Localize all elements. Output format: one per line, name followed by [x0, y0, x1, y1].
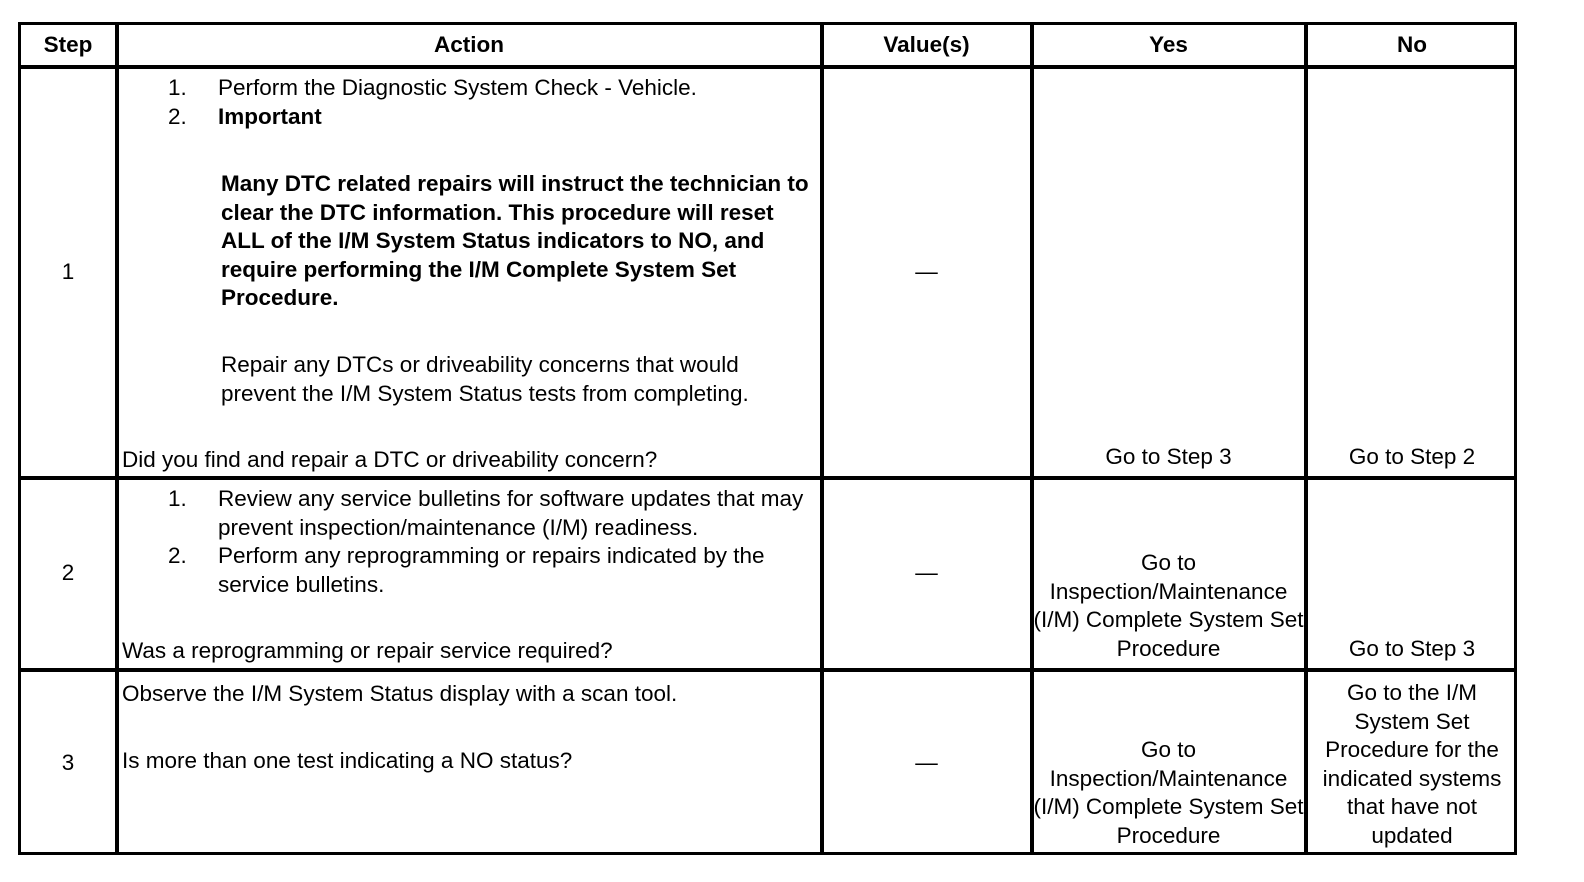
step-number: 1	[61, 258, 75, 284]
divider	[1304, 25, 1308, 852]
important-note: Many DTC related repairs will instruct t…	[221, 171, 809, 310]
divider	[21, 668, 1514, 672]
no-action: Go to Step 2	[1307, 68, 1517, 476]
list-text: Perform any reprogramming or repairs ind…	[218, 543, 765, 597]
diagnostic-table: Step Action Value(s) Yes No 1 1. Perform …	[18, 22, 1517, 855]
list-text: Perform the Diagnostic System Check - Ve…	[218, 75, 697, 100]
value: —	[915, 258, 938, 284]
question: Was a reprogramming or repair service re…	[122, 638, 613, 663]
value: —	[915, 560, 938, 586]
divider	[1030, 25, 1034, 852]
yes-action: Go to Inspection/Maintenance (I/M) Compl…	[1033, 671, 1304, 855]
no-text: Go to the I/M System Set Procedure for t…	[1322, 680, 1502, 848]
header-no: No	[1397, 31, 1427, 57]
no-action: Go to the I/M System Set Procedure for t…	[1307, 671, 1517, 855]
note: Repair any DTCs or driveability concerns…	[221, 352, 749, 406]
list-number: 2.	[168, 543, 187, 568]
list-number: 1.	[168, 486, 187, 511]
list-item: 1. Perform the Diagnostic System Check - …	[118, 74, 820, 103]
instruction: Observe the I/M System Status display wi…	[122, 681, 678, 706]
list-number: 2.	[168, 103, 187, 129]
divider	[21, 476, 1514, 480]
yes-text: Go to Step 3	[1105, 443, 1232, 469]
header-step: Step	[43, 31, 93, 57]
list-item: 2. Important	[118, 103, 820, 132]
divider	[21, 65, 1514, 69]
header-values: Value(s)	[883, 31, 970, 57]
header-action: Action	[434, 31, 504, 57]
no-action: Go to Step 3	[1307, 479, 1517, 668]
step-number: 2	[61, 560, 75, 586]
yes-action: Go to Inspection/Maintenance (I/M) Compl…	[1033, 479, 1304, 668]
action-cell: 1. Perform the Diagnostic System Check - …	[118, 68, 820, 476]
action-cell: Observe the I/M System Status display wi…	[118, 671, 820, 855]
step-number: 3	[61, 749, 75, 775]
list-number: 1.	[168, 75, 187, 100]
list-text: Review any service bulletins for softwar…	[218, 486, 804, 540]
question: Did you find and repair a DTC or driveab…	[122, 447, 658, 472]
yes-action: Go to Step 3	[1033, 68, 1304, 476]
header-yes: Yes	[1149, 31, 1188, 57]
list-item: 2. Perform any reprogramming or repairs i…	[118, 542, 820, 599]
divider	[115, 25, 119, 852]
no-text: Go to Step 3	[1348, 635, 1476, 661]
yes-text: Go to Inspection/Maintenance (I/M) Compl…	[1033, 737, 1304, 848]
divider	[820, 25, 824, 852]
action-cell: 1. Review any service bulletins for softw…	[118, 479, 820, 668]
no-text: Go to Step 2	[1348, 443, 1476, 469]
important-label: Important	[218, 103, 322, 129]
list-item: 1. Review any service bulletins for softw…	[118, 485, 820, 542]
yes-text: Go to Inspection/Maintenance (I/M) Compl…	[1033, 550, 1304, 661]
value: —	[915, 749, 938, 775]
question: Is more than one test indicating a NO st…	[122, 748, 573, 773]
